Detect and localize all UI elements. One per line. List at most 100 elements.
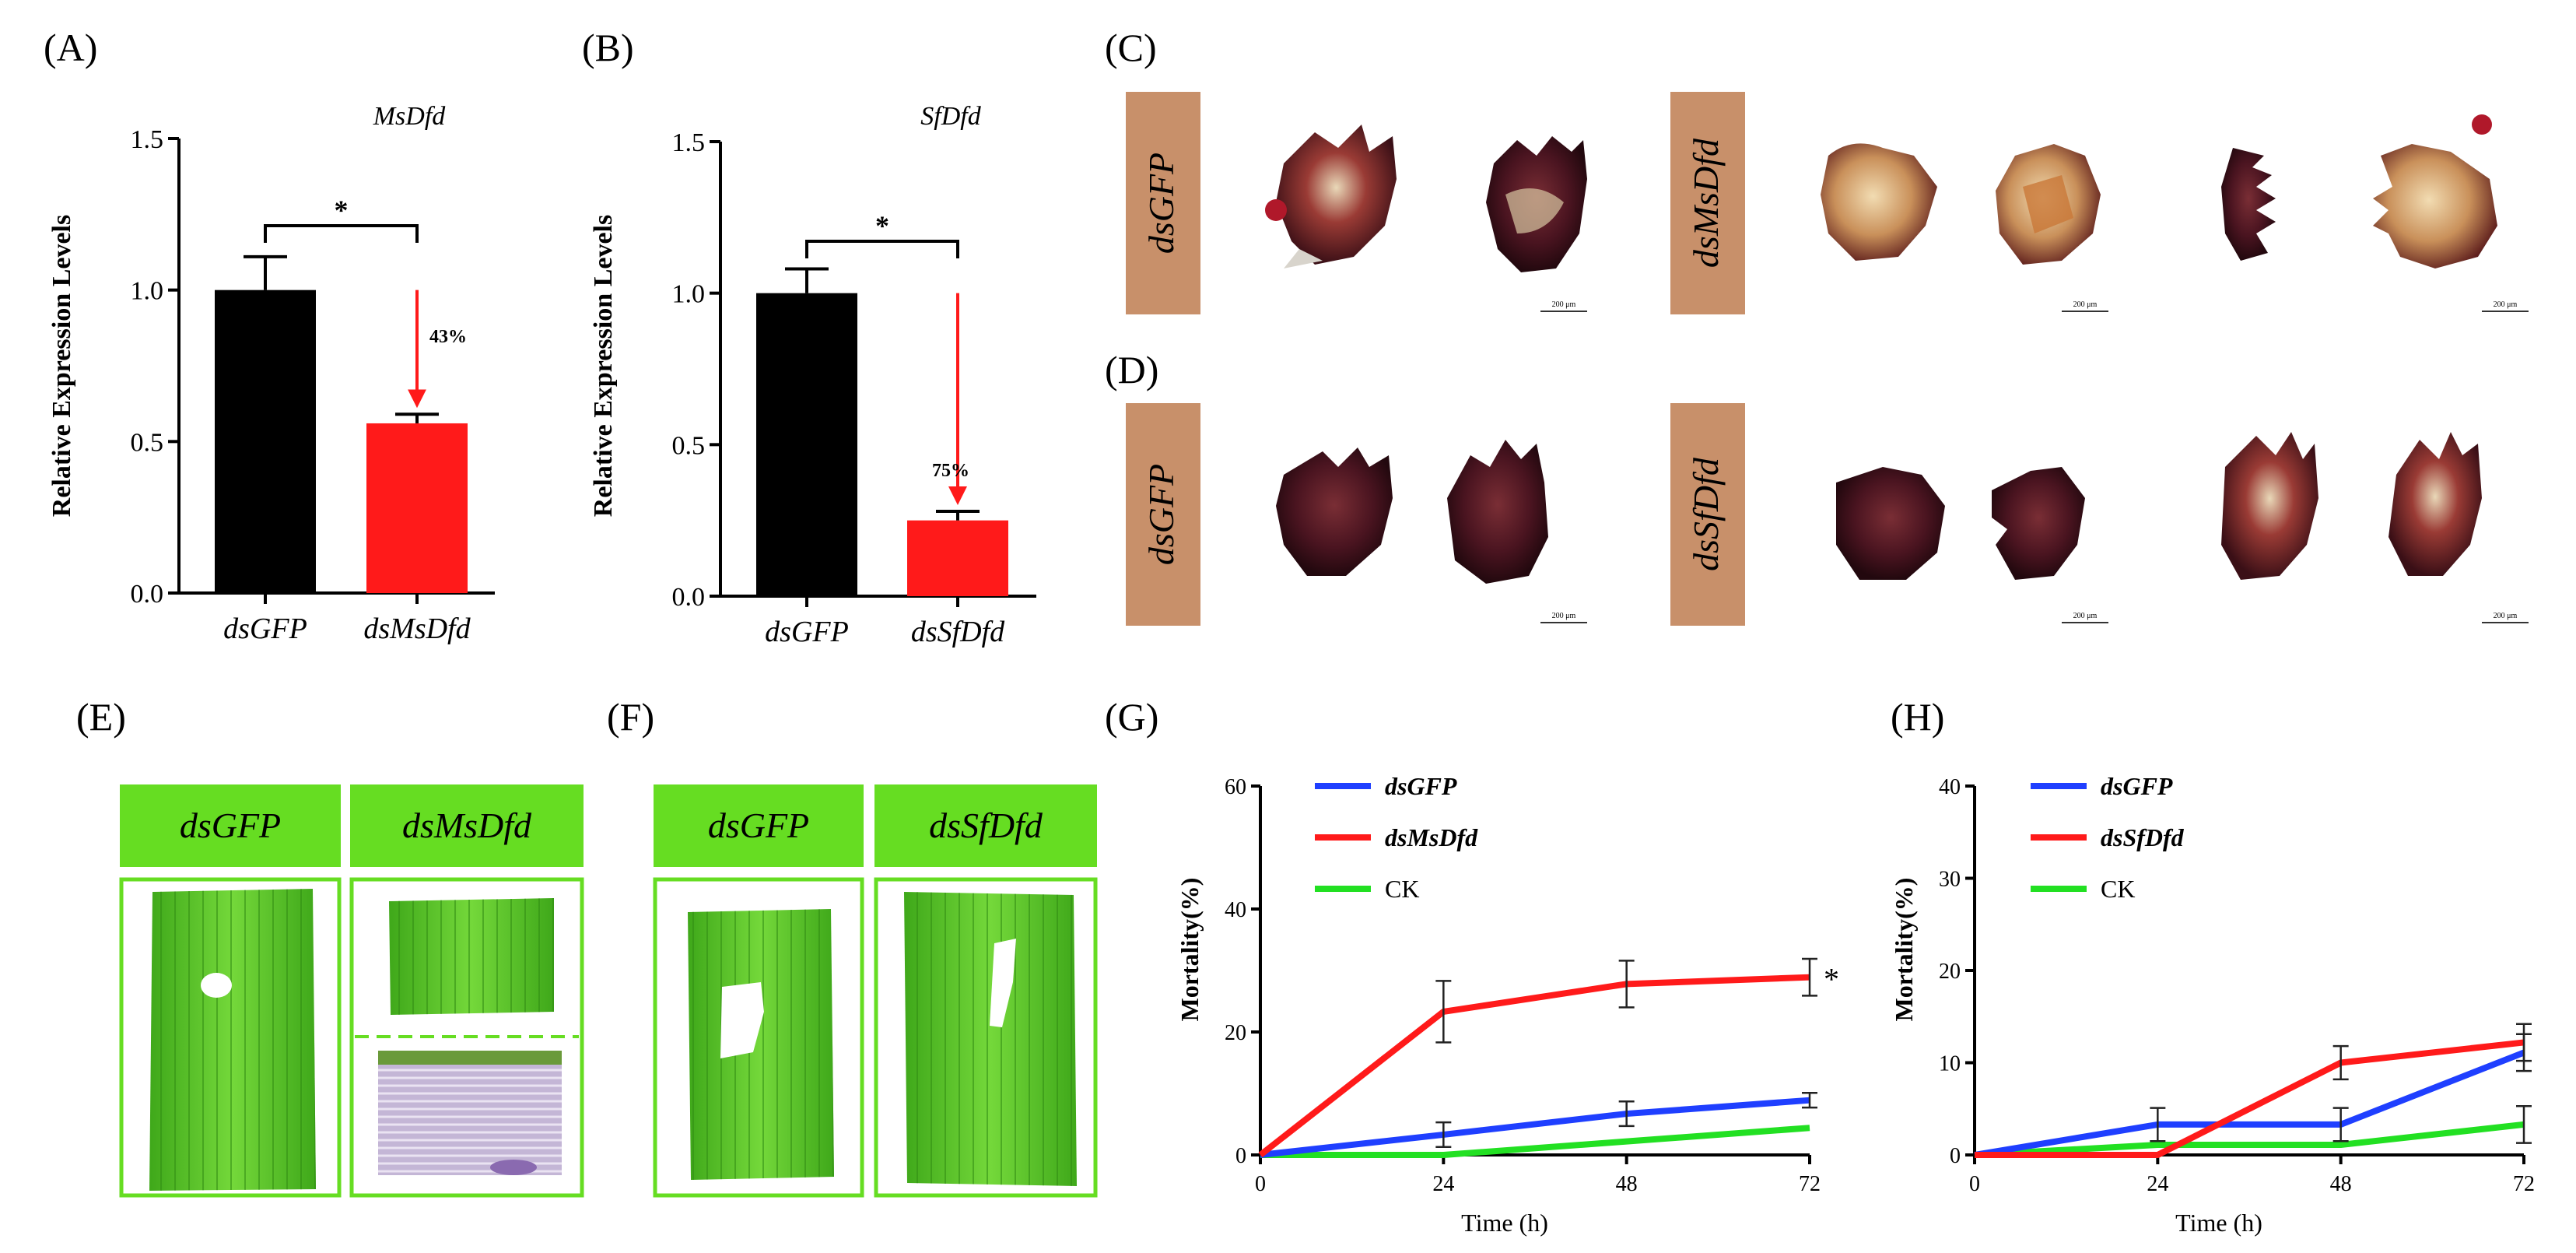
y-tick-label-h-1: 10: [1939, 1052, 1961, 1076]
significance-bracket-a: [264, 224, 419, 243]
frass-photo-dsmsdfd-e: [378, 1051, 562, 1175]
significance-star-b: *: [875, 210, 889, 241]
x-tick-label-b-1: dsSfDfd: [911, 616, 1005, 648]
mandible-image-d3: [1836, 467, 1945, 580]
panel-label-b: (B): [582, 26, 634, 69]
mandible-image-c6: [2373, 114, 2497, 268]
tag-label-dssfdfd-d: dsSfDfd: [1686, 457, 1726, 571]
leaf-photo-dsmsdfd-e: [389, 898, 554, 1015]
y-tick-label-a-1: 0.5: [131, 428, 164, 457]
scale-text-c2: 200 μm: [2073, 300, 2098, 309]
series-h: [1974, 1023, 2532, 1158]
panel-label-a: (A): [44, 26, 97, 69]
y-tick-label-b-1: 0.5: [672, 431, 706, 460]
series-line-g-1: [1258, 974, 1810, 1158]
y-tick-label-b-3: 1.5: [672, 128, 706, 157]
panel-d: (D) dsGFP dsSfDfd 200 μm 200 μm 200 μm: [1105, 348, 2529, 626]
tag-dsmsdfd-c: [1670, 92, 1745, 314]
series-line-h-2: [1974, 1121, 2525, 1158]
x-tick-label-b-0: dsGFP: [765, 616, 849, 648]
bar-b-0: [756, 293, 857, 596]
scale-text-c1: 200 μm: [1552, 300, 1576, 309]
scale-text-d3: 200 μm: [2494, 612, 2518, 620]
legend-h: dsGFP dsSfDfd CK: [2031, 772, 2185, 903]
x-tick-label-h-1: 24: [2147, 1172, 2168, 1196]
legend-label-h-2: CK: [2101, 875, 2135, 903]
bar-b-1: [907, 520, 1008, 596]
mandible-image-c2: [1486, 136, 1587, 272]
y-axis-label-b: Relative Expression Levels: [589, 215, 618, 517]
header-dsgfp-f: [654, 784, 864, 867]
significance-b: [805, 240, 967, 505]
mandible-image-d4: [1992, 467, 2085, 580]
x-tick-label-h-2: 48: [2330, 1172, 2352, 1196]
mandible-image-d2: [1447, 440, 1548, 584]
x-tick-label-g-3: 72: [1799, 1172, 1821, 1196]
bars-a: [215, 254, 468, 593]
y-tick-label-h-4: 40: [1939, 775, 1961, 799]
x-ticks-a: dsGFP dsMsDfd: [223, 593, 471, 645]
y-tick-label-a-2: 1.0: [131, 277, 164, 306]
mandible-image-d6: [2388, 432, 2482, 576]
legend-label-g-0: dsGFP: [1385, 772, 1457, 800]
series-line-g-2: [1260, 1125, 1810, 1158]
leaf-photo-dsgfp-e: [149, 889, 316, 1191]
y-tick-label-h-0: 0: [1950, 1144, 1961, 1168]
header-label-dsgfp-e: dsGFP: [180, 806, 281, 845]
mandible-image-d5: [2221, 432, 2318, 580]
x-axis-label-h: Time (h): [2175, 1209, 2262, 1237]
reduction-label-a: 43%: [429, 327, 467, 347]
panel-label-g: (G): [1105, 695, 1158, 739]
series-line-g-0: [1260, 1097, 1810, 1158]
legend-label-g-2: CK: [1385, 875, 1419, 903]
x-axis-label-g: Time (h): [1461, 1209, 1548, 1237]
panel-c: (C) dsGFP dsMsDfd 200 μm 200 μm: [1105, 26, 2529, 314]
header-dsgfp-e: [120, 784, 341, 867]
y-axis-label-g: Mortality(%): [1176, 878, 1204, 1022]
bar-a-0: [215, 290, 316, 593]
chart-title-b: SfDfd: [920, 102, 981, 131]
x-tick-label-g-2: 48: [1616, 1172, 1638, 1196]
tag-dsgfp-c: [1126, 92, 1200, 314]
significance-star-a: *: [335, 195, 349, 226]
series-line-h-1: [1975, 1039, 2525, 1158]
panel-label-f: (F): [607, 695, 654, 739]
header-label-dsgfp-f: dsGFP: [708, 806, 809, 845]
chart-title-a: MsDfd: [373, 102, 447, 131]
mandible-image-c5: [2221, 148, 2276, 261]
mandible-image-c3: [1821, 143, 1937, 261]
y-tick-label-h-2: 20: [1939, 960, 1961, 984]
panel-h: (H) Mortality(%) Time (h) 0 10 20 30 40 0 24 48…: [1890, 695, 2535, 1237]
y-axis-label-h: Mortality(%): [1890, 878, 1918, 1022]
y-axis-label-a: Relative Expression Levels: [47, 215, 76, 517]
scale-text-d2: 200 μm: [2073, 612, 2098, 620]
panel-b: (B) SfDfd Relative Expression Levels 0.0…: [582, 26, 1036, 648]
mandible-image-d1: [1276, 447, 1393, 576]
header-dsmsdfd-e: [350, 784, 584, 867]
x-tick-label-h-3: 72: [2513, 1172, 2535, 1196]
y-tick-label-g-1: 20: [1225, 1021, 1246, 1045]
panel-a: (A) MsDfd Relative Expression Levels 0.0…: [44, 26, 495, 645]
x-tick-label-g-0: 0: [1255, 1172, 1266, 1196]
header-label-dsmsdfd-e: dsMsDfd: [402, 806, 532, 845]
x-tick-label-a-1: dsMsDfd: [363, 612, 471, 645]
panel-label-d: (D): [1105, 348, 1158, 391]
tag-label-dsmsdfd-c: dsMsDfd: [1686, 138, 1726, 268]
y-tick-label-g-2: 40: [1225, 898, 1246, 922]
x-tick-label-g-1: 24: [1432, 1172, 1454, 1196]
panel-g: (G) Mortality(%) Time (h) 0 20 40 60 0 24 48 72…: [1105, 695, 1839, 1237]
reduction-label-b: 75%: [932, 461, 969, 481]
header-label-dssfdfd-f: dsSfDfd: [929, 806, 1043, 845]
legend-g: dsGFP dsMsDfd CK: [1315, 772, 1478, 903]
scale-text-c3: 200 μm: [2494, 300, 2518, 309]
significance-bracket-b: [805, 240, 959, 258]
y-tick-label-b-0: 0.0: [672, 583, 706, 612]
tag-label-dsgfp-c: dsGFP: [1141, 153, 1181, 254]
panel-label-c: (C): [1105, 26, 1157, 69]
y-tick-label-g-0: 0: [1235, 1144, 1246, 1168]
leaf-photo-dssfdfd-f: [904, 892, 1077, 1186]
legend-label-g-1: dsMsDfd: [1385, 823, 1478, 851]
y-tick-label-b-2: 1.0: [672, 280, 706, 309]
legend-label-h-1: dsSfDfd: [2101, 823, 2185, 851]
